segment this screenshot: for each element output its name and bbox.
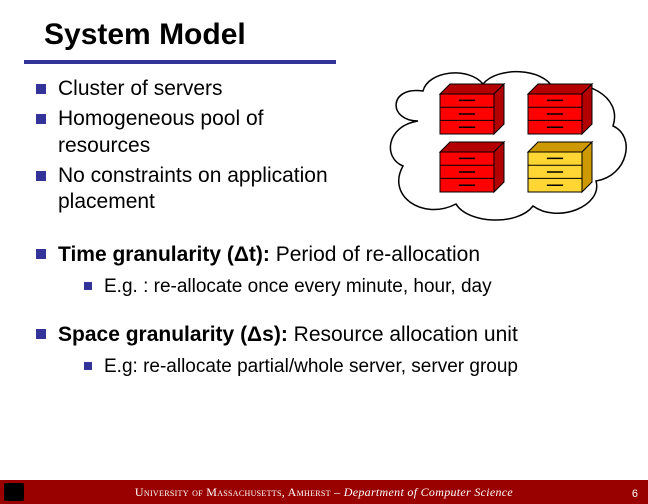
footer-text: University of Massachusetts, Amherst – D… bbox=[135, 485, 513, 500]
servers-group bbox=[440, 84, 592, 192]
footer-bar: University of Massachusetts, Amherst – D… bbox=[0, 480, 648, 504]
sub-item: E.g. : re-allocate once every minute, ho… bbox=[82, 275, 620, 300]
umass-logo bbox=[4, 483, 24, 501]
heading-rest: Period of re-allocation bbox=[270, 243, 480, 266]
heading-rest: Resource allocation unit bbox=[288, 323, 518, 346]
slide-title: System Model bbox=[0, 0, 648, 60]
bullet-item: Cluster of servers bbox=[32, 76, 347, 102]
cluster-diagram bbox=[378, 66, 628, 226]
section-heading: Space granularity (Δs): Resource allocat… bbox=[32, 321, 620, 348]
footer-dash: – bbox=[331, 485, 344, 499]
heading-bold: Space granularity (Δs): bbox=[58, 323, 288, 346]
heading-bold: Time granularity (Δt): bbox=[58, 243, 270, 266]
bullet-item: Homogeneous pool of resources bbox=[32, 106, 347, 159]
footer-department: Department of Computer Science bbox=[344, 485, 513, 499]
bullet-item: No constraints on application placement bbox=[32, 163, 347, 216]
bullet-list: Cluster of servers Homogeneous pool of r… bbox=[32, 76, 347, 215]
section-space: Space granularity (Δs): Resource allocat… bbox=[32, 321, 620, 379]
bullets-column: Cluster of servers Homogeneous pool of r… bbox=[32, 76, 347, 219]
page-number: 6 bbox=[632, 488, 638, 500]
slide: System Model Cluster of servers Homogene… bbox=[0, 0, 648, 504]
footer-institution: University of Massachusetts, Amherst bbox=[135, 485, 331, 499]
section-time: Time granularity (Δt): Period of re-allo… bbox=[32, 241, 620, 299]
sub-list: E.g. : re-allocate once every minute, ho… bbox=[82, 275, 620, 300]
sub-item: E.g: re-allocate partial/whole server, s… bbox=[82, 355, 620, 380]
section-heading: Time granularity (Δt): Period of re-allo… bbox=[32, 241, 620, 268]
sub-list: E.g: re-allocate partial/whole server, s… bbox=[82, 355, 620, 380]
